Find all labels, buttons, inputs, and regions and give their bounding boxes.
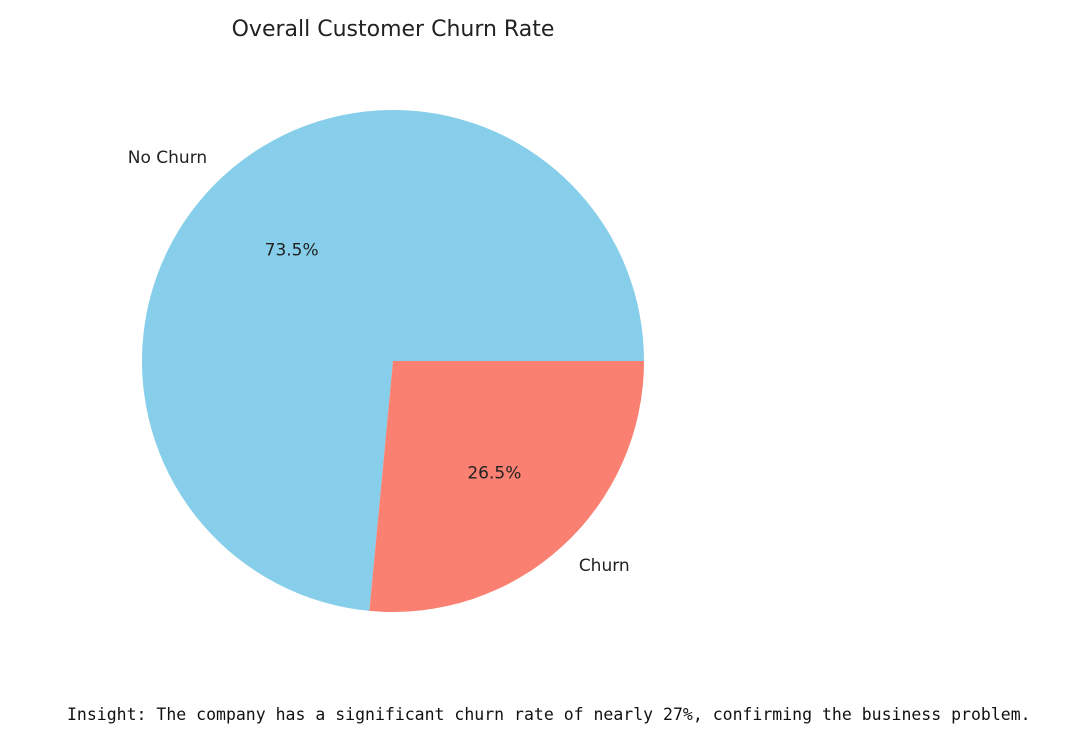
- pie-slice-no-churn: [142, 110, 644, 611]
- insight-text: Insight: The company has a significant c…: [67, 705, 1031, 724]
- slice-percent-churn: 26.5%: [467, 463, 521, 483]
- chart-title: Overall Customer Churn Rate: [232, 17, 555, 42]
- slice-label-no-churn: No Churn: [128, 148, 207, 168]
- slice-label-churn: Churn: [579, 556, 630, 576]
- pie-slices: [142, 110, 644, 612]
- slice-percent-no-churn: 73.5%: [265, 241, 319, 261]
- pie-labels: No Churn 73.5% Churn 26.5%: [128, 148, 630, 576]
- pie-slice-churn: [369, 361, 644, 612]
- pie-chart: Overall Customer Churn Rate No Churn 73.5…: [128, 17, 644, 612]
